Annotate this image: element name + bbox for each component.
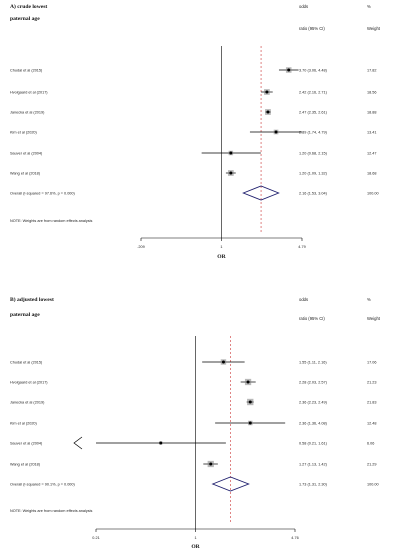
x-axis-label: OR [191, 544, 200, 550]
overall-label: Overall (I-squared = 90.1%, p = 0.000) [10, 483, 76, 487]
study-label: Sauver et al (2004) [10, 442, 43, 446]
x-axis-label: OR [217, 254, 226, 260]
study-point [229, 171, 233, 175]
study-weight-text: 21.83 [367, 401, 377, 405]
es-column-header-2: ratio (95% CI) [299, 316, 325, 321]
weight-column-header-2: Weight [367, 316, 381, 321]
study-weight-text: 18.88 [367, 111, 377, 115]
es-column-header: odds [299, 4, 308, 9]
study-estimate-text: 0.58 (0.21, 1.61) [299, 442, 328, 446]
study-weight-text: 12.48 [367, 422, 377, 426]
study-weight-text: 18.56 [367, 91, 377, 95]
study-label: Wang et al (2018) [10, 172, 41, 176]
overall-estimate-text: 2.16 (1.53, 3.04) [299, 192, 328, 196]
es-column-header: odds [299, 297, 308, 302]
x-tick-label: 0.21 [92, 536, 99, 540]
study-weight-text: 6.06 [367, 442, 374, 446]
study-label: Janecka et al (2019) [10, 401, 45, 405]
study-point [246, 380, 250, 384]
study-point [248, 421, 252, 425]
study-point [274, 130, 278, 134]
study-estimate-text: 2.36 (2.23, 2.49) [299, 401, 328, 405]
overall-label: Overall (I-squared = 97.6%, p = 0.000) [10, 192, 76, 196]
study-label: Chudal et al (2015) [10, 69, 43, 73]
study-estimate-text: 1.20 (0.68, 2.15) [299, 152, 328, 156]
x-tick-label: 4.79 [298, 245, 305, 249]
panel-title: A) crude lowest [10, 3, 47, 10]
weight-column-header-2: Weight [367, 26, 381, 31]
study-label: Sauver et al (2004) [10, 152, 43, 156]
study-ci-arrow [73, 436, 83, 450]
panel-title: B) adjusted lowest [10, 296, 54, 303]
study-point [221, 360, 225, 364]
forest-panel-b: B) adjusted lowest paternal age odds ratio … [10, 296, 381, 550]
study-label: Kim et al (2020) [10, 131, 38, 135]
overall-estimate-text: 1.73 (1.31, 2.30) [299, 483, 328, 487]
study-weight-text: 18.68 [367, 172, 377, 176]
study-point [265, 90, 269, 94]
study-estimate-text: 2.47 (2.35, 2.61) [299, 111, 328, 115]
x-tick-label: .209 [137, 245, 144, 249]
study-estimate-text: 2.36 (1.36, 4.08) [299, 422, 328, 426]
study-estimate-text: 3.70 (3.06, 4.48) [299, 69, 328, 73]
study-weight-text: 12.47 [367, 152, 377, 156]
overall-weight-text: 100.00 [367, 483, 379, 487]
panel-subtitle: paternal age [10, 16, 40, 22]
weights-note: NOTE: Weights are from random effects an… [10, 219, 92, 223]
study-estimate-text: 1.27 (1.13, 1.42) [299, 463, 328, 467]
study-estimate-text: 1.55 (1.11, 2.16) [299, 361, 327, 365]
study-estimate-text: 2.89 (1.74, 4.79) [299, 131, 328, 135]
weight-column-header: % [367, 297, 371, 302]
weight-column-header: % [367, 4, 371, 9]
panel-subtitle: paternal age [10, 312, 40, 318]
x-tick-label: 4.76 [291, 536, 298, 540]
study-estimate-text: 1.20 (1.09, 1.32) [299, 172, 328, 176]
study-point [266, 110, 270, 114]
study-label: Hvolgaard et al (2017) [10, 91, 48, 95]
study-weight-text: 13.41 [367, 131, 377, 135]
study-point [209, 462, 213, 466]
overall-weight-text: 100.00 [367, 192, 379, 196]
study-weight-text: 21.23 [367, 381, 377, 385]
study-label: Chudal et al (2015) [10, 361, 43, 365]
study-label: Wang et al (2018) [10, 463, 41, 467]
x-tick-label: 1 [220, 245, 222, 249]
study-estimate-text: 2.28 (2.03, 2.57) [299, 381, 328, 385]
study-label: Hvolgaard et al (2017) [10, 381, 48, 385]
x-tick-label: 1 [194, 536, 196, 540]
study-label: Kim et al (2020) [10, 422, 38, 426]
study-weight-text: 17.82 [367, 69, 377, 73]
es-column-header-2: ratio (95% CI) [299, 26, 325, 31]
study-point [248, 400, 252, 404]
study-label: Janecka et al (2019) [10, 111, 45, 115]
study-point [229, 151, 233, 155]
weights-note: NOTE: Weights are from random effects an… [10, 509, 92, 513]
study-weight-text: 21.29 [367, 463, 377, 467]
overall-diamond [242, 185, 280, 201]
forest-panel-a: A) crude lowest paternal age odds ratio (95… [10, 3, 381, 260]
study-point [159, 441, 163, 445]
overall-diamond [211, 476, 250, 492]
study-point [287, 68, 291, 72]
study-weight-text: 17.06 [367, 361, 377, 365]
study-estimate-text: 2.42 (2.16, 2.71) [299, 91, 328, 95]
